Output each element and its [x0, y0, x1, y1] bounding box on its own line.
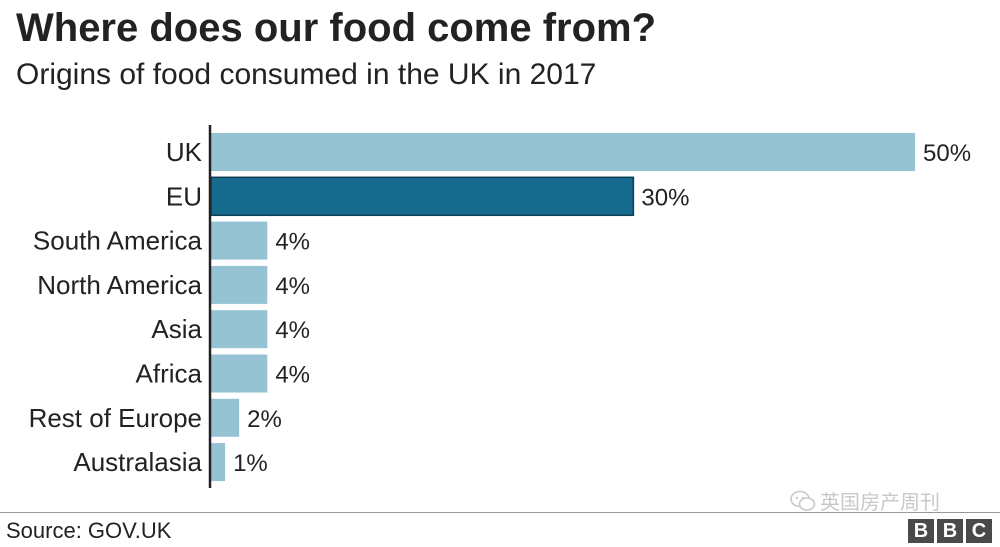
- bbc-logo-letter: C: [966, 519, 992, 543]
- watermark-text: 英国房产周刊: [820, 492, 940, 514]
- category-label: UK: [166, 137, 203, 167]
- category-label: Rest of Europe: [29, 403, 202, 433]
- value-label: 4%: [275, 317, 310, 344]
- bar-south-america: [211, 221, 268, 260]
- value-label: 4%: [275, 273, 310, 300]
- category-label: Asia: [151, 314, 202, 344]
- value-label: 2%: [247, 406, 282, 433]
- value-label: 30%: [641, 184, 689, 211]
- chart-title: Where does our food come from?: [16, 6, 657, 50]
- watermark: 英国房产周刊: [790, 486, 940, 515]
- category-label: North America: [37, 270, 202, 300]
- bbc-logo: B B C: [908, 519, 992, 543]
- source-note: Source: GOV.UK: [6, 518, 172, 543]
- bbc-logo-letter: B: [937, 519, 963, 543]
- wechat-icon: [790, 490, 816, 511]
- chart-subtitle: Origins of food consumed in the UK in 20…: [16, 58, 597, 91]
- bar-north-america: [211, 265, 268, 304]
- value-label: 50%: [923, 140, 971, 167]
- category-label: Africa: [136, 359, 203, 389]
- value-label: 4%: [275, 362, 310, 389]
- bbc-logo-letter: B: [908, 519, 934, 543]
- footer-divider: [0, 512, 1000, 513]
- category-label: EU: [166, 181, 202, 211]
- bar-eu: [210, 176, 635, 217]
- value-label: 4%: [275, 229, 310, 256]
- bar-asia: [211, 310, 268, 349]
- category-label: South America: [33, 226, 203, 256]
- bar-rest-of-europe: [211, 398, 240, 437]
- category-label: Australasia: [73, 447, 202, 477]
- value-label: 1%: [233, 450, 268, 477]
- bar-africa: [211, 354, 268, 393]
- bar-australasia: [211, 443, 226, 482]
- bar-uk: [211, 133, 915, 171]
